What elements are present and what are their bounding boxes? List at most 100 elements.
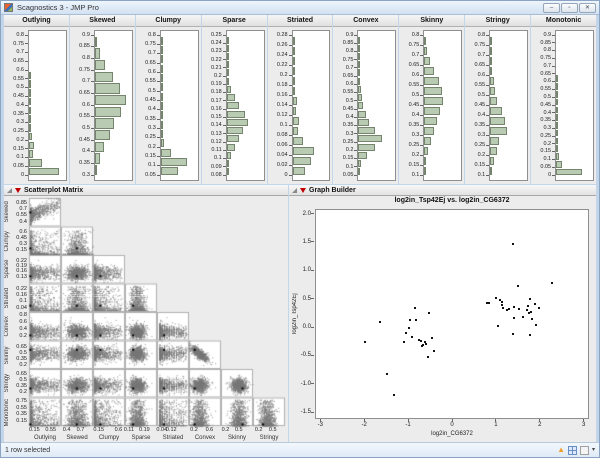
data-point[interactable]	[386, 373, 388, 376]
histogram-plot-area[interactable]: 0.8 0.75 0.7 0.65 0.6 0.55 0.5 0.45 0.4 0.35 0.3 0.…	[465, 27, 530, 184]
histogram-plot-area[interactable]: 0.28 0.26 0.24 0.22 0.2 0.18 0.16 0.14 0.12 0.1 0.…	[268, 27, 333, 184]
disclosure-triangle-icon[interactable]	[7, 187, 12, 193]
histogram-bar[interactable]	[29, 106, 31, 115]
data-point[interactable]	[500, 301, 503, 304]
data-point[interactable]	[363, 340, 366, 343]
histogram-bar[interactable]	[490, 76, 495, 86]
histogram-bar[interactable]	[556, 137, 559, 145]
histogram-bar[interactable]	[556, 75, 559, 82]
histogram-bar[interactable]	[226, 44, 229, 52]
data-point[interactable]	[508, 308, 511, 311]
histogram-bar[interactable]	[94, 118, 115, 129]
histogram-bar[interactable]	[490, 146, 498, 156]
maximize-icon[interactable]: ▫	[561, 2, 578, 13]
histogram-bar[interactable]	[292, 96, 297, 106]
histogram-plot-box[interactable]	[225, 30, 265, 181]
histogram-bar[interactable]	[358, 52, 361, 60]
matrix-col-label-skinny[interactable]: Skinny	[227, 435, 246, 441]
data-point[interactable]	[415, 319, 418, 322]
histogram-bar[interactable]	[94, 83, 120, 94]
data-point[interactable]	[427, 311, 430, 314]
data-point[interactable]	[411, 336, 414, 339]
histogram-bar[interactable]	[358, 168, 361, 176]
histogram-bar[interactable]	[358, 127, 375, 135]
histogram-bar[interactable]	[94, 94, 127, 106]
red-triangle-menu-icon[interactable]	[300, 187, 306, 193]
histogram-plot-area[interactable]: 0.25 0.24 0.23 0.22 0.21 0.2 0.19 0.18 0.17 0.16 0…	[202, 27, 267, 184]
histogram-bar[interactable]	[160, 111, 163, 120]
histogram-bar[interactable]	[160, 55, 163, 64]
histogram-bar[interactable]	[358, 85, 361, 93]
data-point[interactable]	[497, 324, 500, 327]
histogram-bar[interactable]	[490, 96, 498, 106]
histogram-bar[interactable]	[358, 44, 361, 52]
histogram-bar[interactable]	[29, 71, 31, 80]
histogram-bar[interactable]	[160, 45, 163, 54]
histogram-bar[interactable]	[292, 36, 295, 46]
data-point[interactable]	[512, 332, 515, 335]
histogram-bar[interactable]	[226, 77, 230, 85]
histogram-plot-area[interactable]: 0.8 0.75 0.7 0.65 0.6 0.55 0.5 0.45 0.4 0.35 0.3 0.…	[136, 27, 201, 184]
grid-view-icon[interactable]	[567, 445, 577, 455]
data-point[interactable]	[417, 339, 420, 342]
histogram-plot-box[interactable]	[93, 30, 133, 181]
histogram-bar[interactable]	[226, 52, 229, 60]
histogram-plot-box[interactable]	[489, 30, 529, 181]
data-point[interactable]	[488, 301, 491, 304]
matrix-col-label-clumpy[interactable]: Clumpy	[98, 435, 120, 441]
histogram-plot-box[interactable]	[555, 30, 595, 181]
matrix-col-label-skewed[interactable]: Skewed	[66, 435, 88, 441]
graph-builder-body[interactable]: log2in_Tsp42Ej vs. log2in_CG6372 log2in_…	[289, 196, 596, 445]
histogram-bar[interactable]	[226, 118, 249, 126]
histogram-bar[interactable]	[292, 116, 300, 126]
histogram-bar[interactable]	[292, 146, 314, 156]
data-point[interactable]	[501, 306, 504, 309]
histogram-bar[interactable]	[490, 116, 506, 126]
histogram-panel-title[interactable]: Monotonic	[531, 15, 597, 27]
histogram-bar[interactable]	[556, 114, 559, 121]
histogram-bar[interactable]	[226, 69, 229, 77]
data-point[interactable]	[427, 356, 430, 359]
histogram-bar[interactable]	[556, 90, 559, 98]
histogram-plot-box[interactable]	[357, 30, 397, 181]
data-point[interactable]	[409, 319, 412, 322]
histogram-panel-title[interactable]: Skinny	[399, 15, 465, 27]
close-icon[interactable]: ✕	[579, 2, 596, 13]
histogram-bar[interactable]	[424, 56, 430, 66]
histogram-bar[interactable]	[556, 106, 559, 114]
histogram-bar[interactable]	[94, 48, 100, 59]
histogram-panel-title[interactable]: Sparse	[201, 15, 267, 27]
histogram-bar[interactable]	[358, 151, 368, 159]
histogram-bar[interactable]	[292, 86, 295, 96]
histogram-bar[interactable]	[29, 124, 32, 132]
histogram-bar[interactable]	[292, 76, 295, 86]
histogram-bar[interactable]	[160, 92, 163, 101]
histogram-bar[interactable]	[556, 122, 559, 129]
scatterplot-matrix-canvas[interactable]	[4, 196, 288, 428]
histogram-bar[interactable]	[160, 148, 171, 157]
histogram-bar[interactable]	[160, 64, 163, 73]
histogram-bar[interactable]	[358, 69, 361, 77]
histogram-plot-area[interactable]: 0.8 0.75 0.7 0.65 0.6 0.55 0.5 0.45 0.4 0.35 0.3 0.…	[4, 27, 69, 184]
matrix-col-label-stringy[interactable]: Stringy	[259, 435, 279, 441]
histogram-bar[interactable]	[29, 150, 33, 158]
histogram-bar[interactable]	[490, 66, 493, 76]
histogram-plot-area[interactable]: 0.9 0.85 0.8 0.75 0.7 0.65 0.6 0.55 0.5 0.45 0.4 0.…	[333, 27, 398, 184]
histogram-bar[interactable]	[556, 153, 559, 160]
graph-builder-x-axis-label[interactable]: log2in_CG6372	[431, 431, 473, 437]
histogram-bar[interactable]	[29, 115, 31, 123]
histogram-bar[interactable]	[358, 61, 361, 69]
matrix-col-label-outlying[interactable]: Outlying	[33, 435, 56, 441]
histogram-bar[interactable]	[358, 135, 382, 143]
histogram-bar[interactable]	[160, 139, 164, 148]
title-bar[interactable]: Scagnostics 3 - JMP Pro – ▫ ✕	[1, 1, 599, 15]
data-point[interactable]	[501, 303, 504, 306]
disclosure-triangle-icon[interactable]	[292, 187, 297, 193]
histogram-bar[interactable]	[226, 85, 232, 93]
data-point[interactable]	[528, 312, 531, 315]
minimize-icon[interactable]: –	[543, 2, 560, 13]
data-point[interactable]	[432, 350, 435, 353]
data-point[interactable]	[551, 282, 554, 285]
histogram-bar[interactable]	[292, 106, 296, 116]
histogram-bar[interactable]	[226, 36, 229, 44]
